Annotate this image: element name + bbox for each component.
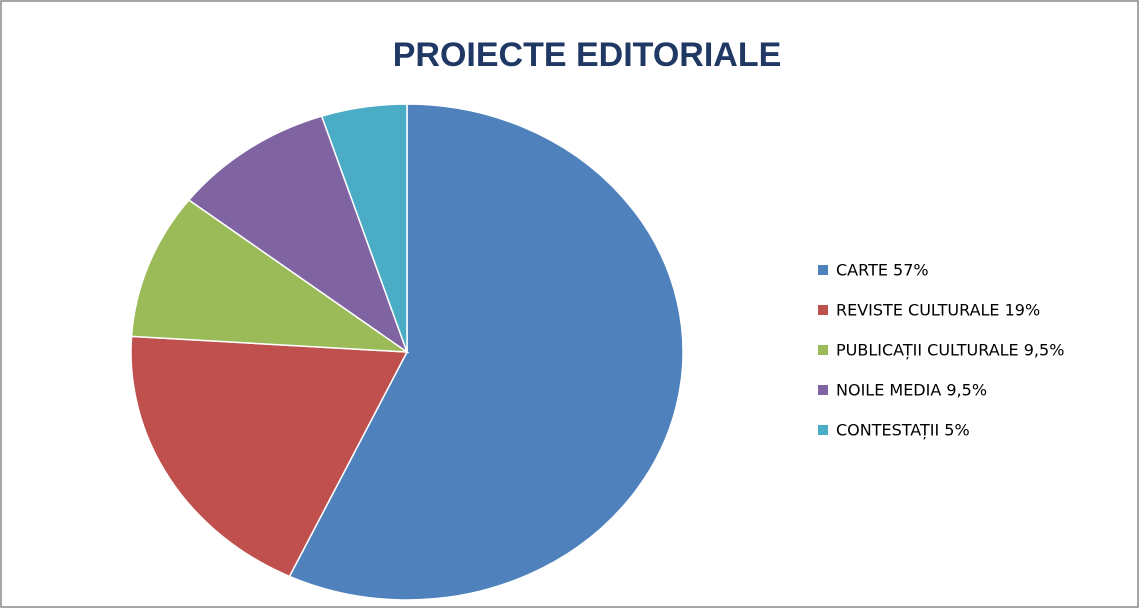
pie-slice bbox=[130, 335, 409, 578]
legend-label: CONTESTAȚII 5% bbox=[836, 421, 970, 440]
pie-slice bbox=[288, 103, 684, 601]
legend-label: PUBLICAȚII CULTURALE 9,5% bbox=[836, 341, 1064, 360]
legend-label: CARTE 57% bbox=[836, 261, 929, 280]
legend-label: NOILE MEDIA 9,5% bbox=[836, 381, 987, 400]
legend-label: REVISTE CULTURALE 19% bbox=[836, 301, 1040, 320]
legend-swatch bbox=[818, 305, 828, 315]
pie-slice bbox=[320, 103, 408, 353]
pie-slice bbox=[130, 198, 410, 353]
legend-swatch bbox=[818, 425, 828, 435]
legend-swatch bbox=[818, 345, 828, 355]
chart-title: PROIECTE EDITORIALE bbox=[393, 36, 782, 74]
legend-swatch bbox=[818, 265, 828, 275]
pie-slice bbox=[187, 115, 409, 354]
legend-swatch bbox=[818, 385, 828, 395]
